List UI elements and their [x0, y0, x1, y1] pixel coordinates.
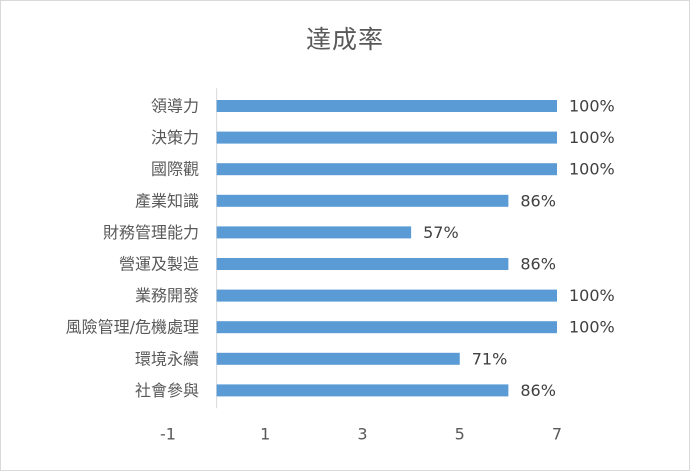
- data-label: 86%: [520, 191, 556, 210]
- x-tick-label: 1: [260, 425, 270, 444]
- data-label: 86%: [520, 381, 556, 400]
- category-label: 營運及製造: [119, 255, 199, 274]
- data-label: 57%: [423, 223, 459, 242]
- category-label: 業務開發: [135, 286, 199, 305]
- bar: [216, 131, 557, 144]
- category-label: 決策力: [151, 128, 199, 147]
- category-label: 風險管理/危機處理: [66, 318, 199, 337]
- ticks-layer: -1 1 3 5 7: [160, 425, 562, 444]
- chart-title: 達成率: [305, 25, 384, 54]
- data-label: 100%: [569, 286, 615, 305]
- category-label: 領導力: [151, 97, 199, 116]
- bar: [216, 321, 557, 334]
- bar: [216, 100, 557, 112]
- category-label: 環境永續: [135, 349, 199, 368]
- data-label: 100%: [569, 318, 615, 337]
- labels-layer: 領導力 100% 決策力 100% 國際觀 100% 產業知識 86% 財務管理能力 57% 營運及…: [66, 97, 615, 400]
- bar: [216, 194, 509, 207]
- x-tick-label: 5: [455, 425, 465, 444]
- category-label: 社會參與: [135, 381, 199, 400]
- bar: [216, 384, 509, 397]
- category-label: 產業知識: [135, 191, 199, 210]
- category-label: 財務管理能力: [103, 223, 199, 242]
- x-tick-label: 7: [552, 425, 562, 444]
- bar: [216, 289, 557, 302]
- bar: [216, 163, 557, 176]
- data-label: 100%: [569, 128, 615, 147]
- bar: [216, 258, 509, 270]
- category-label: 國際觀: [151, 160, 199, 179]
- bar: [216, 352, 460, 365]
- x-tick-label: -1: [160, 425, 176, 444]
- data-label: 86%: [520, 255, 556, 274]
- bar: [216, 226, 412, 239]
- data-label: 71%: [472, 349, 508, 368]
- data-label: 100%: [569, 97, 615, 116]
- x-tick-label: 3: [357, 425, 367, 444]
- bars-layer: [216, 100, 557, 397]
- data-label: 100%: [569, 160, 615, 179]
